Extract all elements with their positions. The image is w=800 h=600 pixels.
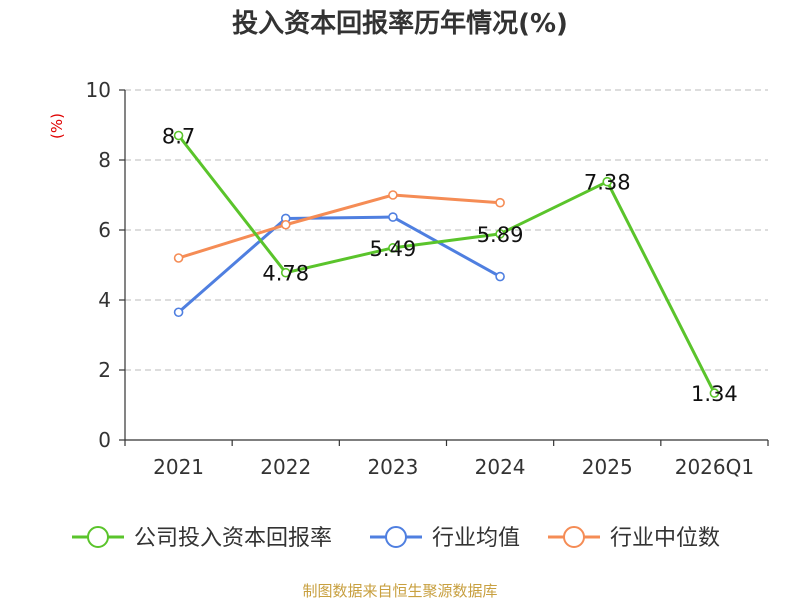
axes: 0 2 4 6 8 10 2021 2022 2023 2024 2025 2026Q1 bbox=[86, 78, 769, 479]
series-lines bbox=[173, 130, 720, 398]
legend-marker-icon bbox=[385, 526, 407, 548]
data-point bbox=[173, 130, 184, 141]
data-point bbox=[173, 253, 184, 263]
y-tick-label: 4 bbox=[98, 288, 111, 312]
data-point bbox=[388, 243, 398, 253]
series-line-1 bbox=[177, 215, 501, 314]
x-tick-label: 2024 bbox=[475, 455, 526, 479]
series-line-0 bbox=[177, 134, 716, 394]
y-tick-label: 10 bbox=[86, 78, 111, 102]
legend-marker-icon bbox=[563, 526, 585, 548]
data-label: 1.34 bbox=[691, 382, 738, 406]
data-point bbox=[280, 267, 291, 278]
x-tick-label: 2023 bbox=[367, 455, 418, 479]
data-label: 4.78 bbox=[262, 262, 309, 286]
legend-label: 公司投入资本回报率 bbox=[134, 526, 332, 551]
chart-title: 投入资本回报率历年情况(%) bbox=[232, 8, 568, 39]
x-tick-label: 2026Q1 bbox=[675, 455, 754, 479]
y-tick-label: 6 bbox=[98, 218, 111, 242]
y-tick-label: 8 bbox=[98, 148, 111, 172]
data-label: 5.49 bbox=[370, 237, 417, 261]
legend: 公司投入资本回报率 行业均值 行业中位数 bbox=[72, 526, 720, 551]
data-label: 8.7 bbox=[162, 125, 195, 149]
data-point bbox=[388, 190, 398, 200]
legend-item-0[interactable]: 公司投入资本回报率 bbox=[72, 526, 332, 551]
data-point bbox=[495, 197, 505, 208]
data-labels: 8.7 4.78 5.49 5.89 7.38 1.34 bbox=[162, 125, 738, 407]
legend-marker-icon bbox=[87, 526, 109, 548]
y-axis-unit-label: (%) bbox=[48, 113, 66, 139]
series-line-2 bbox=[178, 193, 501, 260]
data-point bbox=[388, 212, 398, 222]
legend-item-2[interactable]: 行业中位数 bbox=[548, 526, 720, 551]
data-source-note: 制图数据来自恒生聚源数据库 bbox=[302, 582, 497, 600]
data-point bbox=[709, 388, 720, 398]
legend-item-1[interactable]: 行业均值 bbox=[370, 526, 520, 551]
legend-label: 行业均值 bbox=[432, 526, 520, 551]
data-point bbox=[495, 229, 505, 239]
data-point bbox=[173, 307, 184, 318]
data-label: 5.89 bbox=[477, 223, 524, 247]
data-point bbox=[280, 219, 291, 230]
x-tick-label: 2022 bbox=[260, 455, 311, 479]
data-point bbox=[495, 271, 505, 282]
x-tick-label: 2025 bbox=[582, 455, 633, 479]
y-tick-label: 0 bbox=[98, 428, 111, 452]
x-tick-label: 2021 bbox=[153, 455, 204, 479]
y-tick-label: 2 bbox=[98, 358, 111, 382]
grid-lines bbox=[125, 89, 768, 371]
data-label: 7.38 bbox=[584, 171, 631, 195]
legend-label: 行业中位数 bbox=[610, 526, 720, 551]
data-point bbox=[602, 176, 613, 187]
